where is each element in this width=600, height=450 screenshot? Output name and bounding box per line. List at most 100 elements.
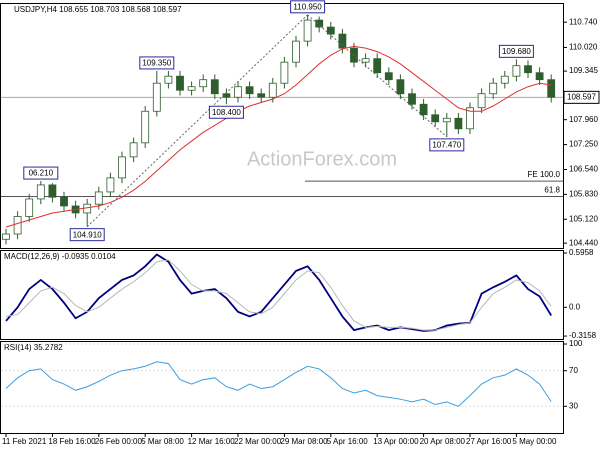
candle-body bbox=[106, 177, 115, 193]
candle-body bbox=[396, 79, 405, 95]
y-tick-label: 104.440 bbox=[569, 238, 598, 247]
candle-body bbox=[187, 86, 196, 91]
candle-body bbox=[2, 233, 10, 240]
candle-body bbox=[118, 156, 126, 179]
level-label: 61.8 bbox=[544, 186, 560, 195]
candle-body bbox=[477, 93, 486, 109]
candle-body bbox=[141, 110, 150, 144]
y-tick-label: 106.540 bbox=[569, 165, 598, 174]
candle-body bbox=[326, 26, 335, 35]
candle-body bbox=[512, 65, 521, 77]
candle-body bbox=[176, 75, 184, 91]
candle-body bbox=[303, 19, 312, 42]
rsi-title: RSI(14) 35.2782 bbox=[4, 343, 63, 352]
annotation-label: 110.950 bbox=[293, 2, 322, 11]
annotation-label: 104.910 bbox=[73, 230, 102, 239]
x-tick-label: 27 Apr 16:00 bbox=[466, 437, 512, 446]
trend-line bbox=[307, 14, 448, 138]
candle-body bbox=[454, 117, 463, 130]
price-frame bbox=[0, 3, 564, 249]
candle-body bbox=[442, 117, 451, 123]
y-tick-label: 0.0 bbox=[569, 302, 581, 311]
candle-body bbox=[36, 184, 45, 200]
x-tick-label: 26 Feb 00:00 bbox=[95, 437, 143, 446]
candle-body bbox=[547, 79, 556, 98]
chart-title: USDJPY,H4 108.655 108.703 108.568 108.59… bbox=[14, 5, 182, 14]
annotation-box bbox=[429, 138, 465, 152]
trend-line bbox=[86, 14, 308, 228]
x-tick-label: 11 Feb 2021 bbox=[2, 437, 47, 446]
watermark: ActionForex.com bbox=[247, 148, 397, 170]
candle-body bbox=[129, 142, 138, 158]
annotation-box bbox=[69, 228, 105, 242]
candle-body bbox=[48, 184, 57, 198]
annotation-box bbox=[290, 0, 326, 14]
candle-body bbox=[210, 79, 219, 95]
x-tick-label: 20 Apr 08:00 bbox=[420, 437, 466, 446]
y-tick-label: 109.345 bbox=[569, 66, 598, 75]
candle-body bbox=[408, 93, 416, 105]
annotation-label: 107.470 bbox=[432, 140, 461, 149]
x-tick-label: 29 Mar 08:00 bbox=[280, 437, 328, 446]
annotation-box bbox=[23, 166, 59, 180]
y-tick-label: 100 bbox=[569, 339, 583, 348]
candle-body bbox=[60, 196, 68, 207]
line bbox=[5, 45, 552, 228]
line bbox=[5, 259, 552, 331]
y-tick-label: 0.5958 bbox=[569, 248, 594, 257]
y-tick-label: 105.830 bbox=[569, 190, 598, 199]
candle-body bbox=[94, 191, 103, 205]
candle-body bbox=[524, 65, 532, 74]
candle-body bbox=[419, 103, 428, 116]
x-tick-label: 12 Mar 16:00 bbox=[188, 437, 236, 446]
line bbox=[5, 361, 552, 407]
x-tick-label: 22 Mar 00:00 bbox=[234, 437, 282, 446]
macd-frame bbox=[0, 250, 564, 340]
line bbox=[5, 253, 552, 332]
candle-body bbox=[361, 58, 370, 63]
level-label: FE 100.0 bbox=[528, 170, 561, 179]
candle-body bbox=[245, 86, 254, 95]
y-tick-label: 70 bbox=[569, 366, 578, 375]
candle-body bbox=[500, 75, 509, 84]
y-tick-label: 110.740 bbox=[569, 17, 598, 26]
y-tick-label: 110.020 bbox=[569, 43, 598, 52]
candle-body bbox=[83, 203, 92, 214]
x-tick-label: 13 Apr 00:00 bbox=[373, 437, 419, 446]
annotation-label: 108.400 bbox=[212, 108, 241, 117]
last-price-box bbox=[563, 90, 600, 104]
annotation-box bbox=[139, 56, 175, 70]
x-tick-label: 5 Apr 16:00 bbox=[327, 437, 368, 446]
candle-body bbox=[535, 72, 544, 81]
candle-body bbox=[199, 79, 208, 88]
rsi-frame bbox=[0, 341, 564, 434]
y-tick-label: 30 bbox=[569, 401, 578, 410]
candle-body bbox=[466, 107, 474, 130]
candle-body bbox=[431, 114, 440, 123]
candle-body bbox=[292, 40, 300, 63]
candle-body bbox=[268, 82, 277, 98]
annotation-label: 109.350 bbox=[142, 59, 171, 68]
candle-body bbox=[489, 82, 498, 95]
x-tick-label: 18 Feb 16:00 bbox=[48, 437, 96, 446]
candle-body bbox=[234, 86, 242, 98]
candle-body bbox=[338, 33, 347, 49]
candle-body bbox=[257, 93, 266, 98]
candle-body bbox=[384, 72, 393, 81]
y-tick-label: -0.3158 bbox=[569, 331, 597, 340]
y-tick-label: 105.120 bbox=[569, 214, 598, 223]
candle-body bbox=[222, 93, 231, 98]
y-tick-label: 107.960 bbox=[569, 115, 598, 124]
candle-body bbox=[25, 198, 34, 217]
annotation-box bbox=[208, 105, 244, 119]
x-tick-label: 5 May 00:00 bbox=[512, 437, 557, 446]
annotation-label: 06.210 bbox=[29, 169, 54, 178]
annotation-box bbox=[498, 44, 534, 58]
macd-title: MACD(12,26,9) -0.0935 0.0104 bbox=[4, 252, 116, 261]
last-price-label: 108.597 bbox=[567, 92, 596, 101]
candle-body bbox=[280, 61, 289, 84]
candle-body bbox=[13, 216, 22, 235]
y-tick-label: 107.250 bbox=[569, 140, 598, 149]
